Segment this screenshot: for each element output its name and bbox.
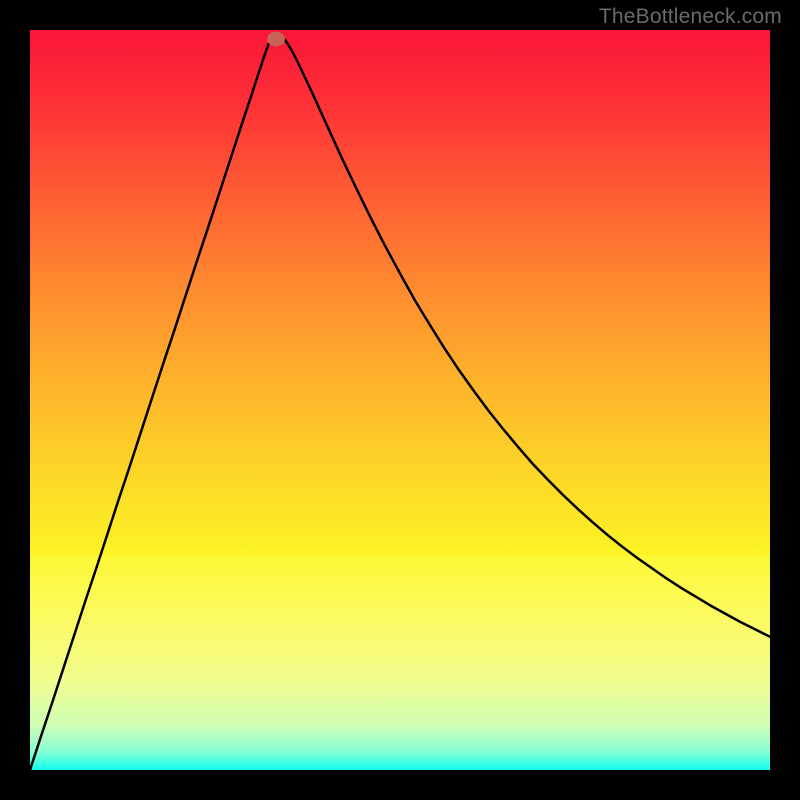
bottleneck-chart (30, 30, 770, 770)
optimal-point-marker (267, 31, 285, 46)
bottleneck-curve (30, 34, 770, 770)
curve-layer (30, 30, 770, 770)
watermark-text: TheBottleneck.com (599, 5, 782, 29)
